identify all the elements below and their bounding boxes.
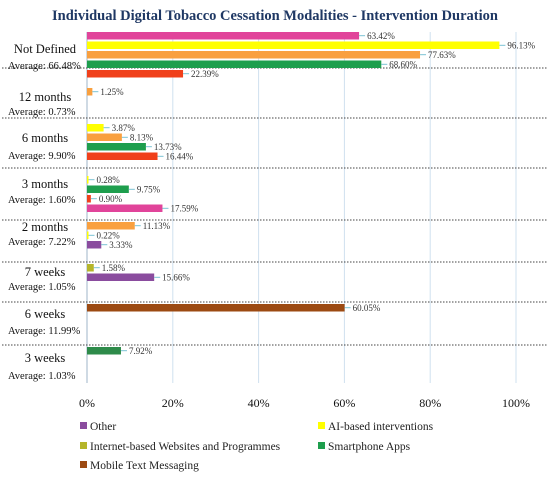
average-label: Average: 7.22% bbox=[8, 237, 76, 248]
data-label: 3.33% bbox=[109, 240, 133, 250]
data-label: 15.66% bbox=[162, 273, 190, 283]
x-tick-label: 60% bbox=[333, 396, 355, 410]
bar bbox=[87, 195, 91, 203]
bar bbox=[87, 264, 94, 272]
bar bbox=[87, 51, 421, 59]
legend-swatch bbox=[80, 461, 87, 468]
legend-label: Smartphone Apps bbox=[328, 441, 411, 453]
legend-label: Other bbox=[90, 421, 116, 433]
data-label: 7.92% bbox=[129, 346, 153, 356]
x-axis: 0% 20% 40% 60% 80% 100% bbox=[79, 396, 530, 410]
data-label: 13.73% bbox=[154, 142, 182, 152]
data-label: 8.13% bbox=[130, 133, 154, 143]
data-label: 17.59% bbox=[170, 204, 198, 214]
category-label: 6 weeks bbox=[25, 307, 66, 321]
bar bbox=[87, 60, 382, 68]
data-label: 0.90% bbox=[99, 194, 123, 204]
bar bbox=[87, 204, 163, 212]
category-label: 12 months bbox=[19, 90, 72, 104]
legend-label: AI-based interventions bbox=[328, 421, 434, 433]
chart-title: Individual Digital Tobacco Cessation Mod… bbox=[52, 8, 498, 24]
bar-group: 2 months Average: 7.22% 11.13% 0.22%3.33% bbox=[8, 220, 171, 250]
average-label: Average: 9.90% bbox=[8, 151, 76, 162]
bar bbox=[87, 241, 102, 249]
bar-group: Not Defined Average: 66.48% 63.42% 96.13% 77… bbox=[8, 31, 536, 79]
bar bbox=[87, 124, 104, 132]
data-label: 11.13% bbox=[143, 221, 171, 231]
average-label: Average: 0.73% bbox=[8, 107, 76, 118]
x-tick-label: 100% bbox=[502, 396, 530, 410]
data-label: 77.63% bbox=[428, 50, 456, 60]
average-label: Average: 1.03% bbox=[8, 371, 76, 382]
category-label: Not Defined bbox=[14, 42, 77, 56]
data-label: 9.75% bbox=[137, 185, 161, 195]
x-tick-label: 40% bbox=[248, 396, 270, 410]
legend-label: Internet-based Websites and Programmes bbox=[90, 441, 281, 453]
category-label: 2 months bbox=[22, 220, 68, 234]
bar-group: 12 months Average: 0.73% 1.25% bbox=[8, 87, 124, 118]
bar bbox=[87, 185, 129, 193]
bar bbox=[87, 176, 89, 184]
bar-group: 6 weeks Average: 11.99% 60.05% bbox=[8, 303, 381, 337]
x-tick-label: 0% bbox=[79, 396, 95, 410]
category-label: 3 months bbox=[22, 177, 68, 191]
data-label: 0.22% bbox=[97, 231, 121, 241]
bar-group: 6 months Average: 9.90% 3.87%8.13%13.73%16… bbox=[8, 123, 194, 162]
category-label: 6 months bbox=[22, 131, 68, 145]
average-label: Average: 1.05% bbox=[8, 282, 76, 293]
data-label: 0.28% bbox=[97, 175, 121, 185]
average-label: Average: 11.99% bbox=[8, 326, 81, 337]
bar-group: 3 months Average: 1.60% 0.28% 9.75% 0.90% 17.… bbox=[8, 175, 199, 214]
bar bbox=[87, 70, 184, 78]
legend-swatch bbox=[80, 442, 87, 449]
data-label: 68.60% bbox=[389, 60, 417, 70]
data-label: 22.39% bbox=[191, 69, 219, 79]
average-label: Average: 66.48% bbox=[8, 61, 81, 72]
bar bbox=[87, 88, 93, 96]
bar bbox=[87, 304, 345, 312]
data-label: 1.58% bbox=[102, 263, 126, 273]
bar bbox=[87, 152, 158, 160]
data-label: 63.42% bbox=[367, 31, 395, 41]
legend-swatch bbox=[318, 442, 325, 449]
data-label: 60.05% bbox=[353, 303, 381, 313]
bar bbox=[87, 143, 146, 151]
data-label: 16.44% bbox=[166, 152, 194, 162]
bar bbox=[87, 347, 121, 355]
data-label: 1.25% bbox=[100, 87, 124, 97]
category-label: 7 weeks bbox=[25, 265, 66, 279]
legend-swatch bbox=[80, 422, 87, 429]
bar bbox=[87, 133, 122, 141]
data-label: 96.13% bbox=[507, 41, 535, 51]
bar bbox=[87, 222, 135, 230]
grid-lines bbox=[2, 32, 548, 383]
category-label: 3 weeks bbox=[25, 351, 66, 365]
data-label: 3.87% bbox=[112, 123, 136, 133]
bar bbox=[87, 41, 500, 49]
bar bbox=[87, 273, 155, 281]
bar bbox=[87, 231, 89, 239]
x-tick-label: 20% bbox=[162, 396, 184, 410]
bar-groups: Not Defined Average: 66.48% 63.42% 96.13% 77… bbox=[8, 31, 536, 382]
legend: Other AI-based interventions Internet-base… bbox=[80, 421, 434, 472]
average-label: Average: 1.60% bbox=[8, 195, 76, 206]
legend-swatch bbox=[318, 422, 325, 429]
legend-label: Mobile Text Messaging bbox=[90, 460, 199, 472]
x-tick-label: 80% bbox=[419, 396, 441, 410]
bar-group: 7 weeks Average: 1.05% 1.58% 15.66% bbox=[8, 263, 190, 293]
bar-group: 3 weeks Average: 1.03% 7.92% bbox=[8, 346, 153, 382]
bar bbox=[87, 32, 360, 40]
